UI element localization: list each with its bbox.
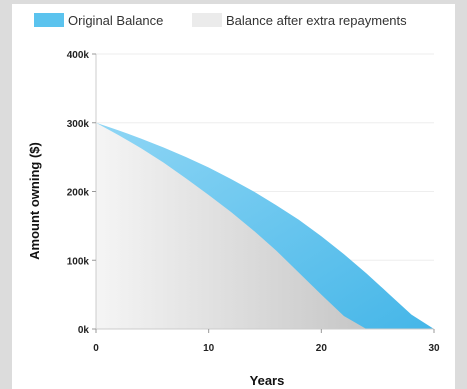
- y-axis-ticks: 0k 100k 200k 300k 400k: [67, 50, 96, 336]
- y-tick-label: 0k: [78, 325, 90, 336]
- chart-panel: Original Balance Balance after extra rep…: [12, 4, 455, 389]
- y-axis-title: Amount owning ($): [27, 142, 42, 260]
- x-axis-ticks: 0 10 20 30: [93, 329, 440, 354]
- y-tick-label: 100k: [67, 256, 90, 267]
- mortgage-balance-chart: Original Balance Balance after extra rep…: [27, 13, 440, 388]
- y-tick-label: 300k: [67, 119, 90, 130]
- x-tick-label: 0: [93, 343, 99, 354]
- legend-label-balance-after-extra: Balance after extra repayments: [226, 13, 407, 28]
- x-tick-label: 20: [316, 343, 328, 354]
- y-tick-label: 200k: [67, 188, 90, 199]
- x-tick-label: 30: [428, 343, 440, 354]
- legend: Original Balance Balance after extra rep…: [34, 13, 407, 28]
- legend-label-original-balance: Original Balance: [68, 13, 163, 28]
- x-tick-label: 10: [203, 343, 215, 354]
- series-area-balance-after-extra: [96, 122, 367, 329]
- y-tick-label: 400k: [67, 50, 90, 61]
- legend-swatch-original-balance: [34, 13, 64, 27]
- legend-swatch-balance-after-extra: [192, 13, 222, 27]
- x-axis-title: Years: [250, 373, 285, 388]
